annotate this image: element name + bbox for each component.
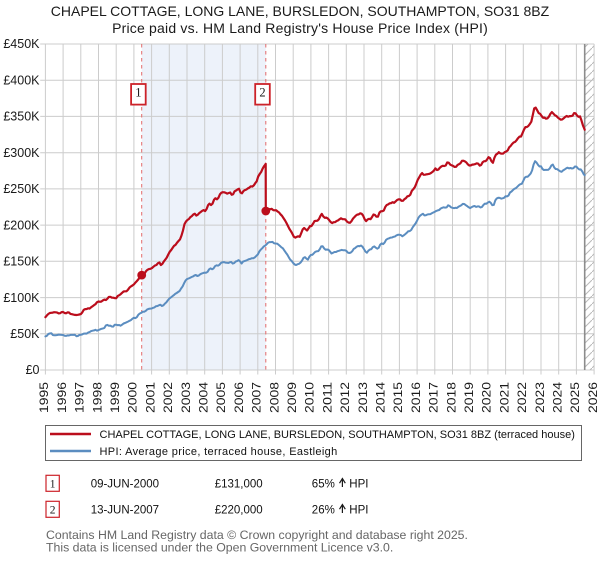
svg-text:09-JUN-2000: 09-JUN-2000 <box>91 478 159 490</box>
svg-text:1: 1 <box>135 85 141 99</box>
svg-text:1995: 1995 <box>37 382 51 413</box>
svg-text:2015: 2015 <box>391 382 405 413</box>
svg-text:£131,000: £131,000 <box>215 478 263 490</box>
svg-text:2019: 2019 <box>462 382 476 413</box>
svg-text:2009: 2009 <box>285 382 299 413</box>
svg-text:£0: £0 <box>26 363 40 377</box>
svg-text:13-JUN-2007: 13-JUN-2007 <box>91 504 159 516</box>
svg-text:HPI: Average price, terraced h: HPI: Average price, terraced house, East… <box>100 446 338 458</box>
svg-text:2024: 2024 <box>551 382 565 413</box>
svg-text:2001: 2001 <box>143 382 157 413</box>
svg-text:2018: 2018 <box>444 382 458 413</box>
svg-text:1998: 1998 <box>90 382 104 413</box>
svg-text:£400K: £400K <box>3 73 40 87</box>
svg-text:2016: 2016 <box>409 382 423 413</box>
svg-text:Contains HM Land Registry data: Contains HM Land Registry data © Crown c… <box>46 528 468 542</box>
svg-text:2022: 2022 <box>515 382 529 413</box>
svg-text:26%: 26% <box>312 504 335 516</box>
svg-text:2002: 2002 <box>161 382 175 413</box>
svg-text:2007: 2007 <box>250 382 264 413</box>
svg-text:£50K: £50K <box>10 327 40 341</box>
svg-text:This data is licensed under th: This data is licensed under the Open Gov… <box>46 540 393 554</box>
svg-text:CHAPEL COTTAGE, LONG LANE, BUR: CHAPEL COTTAGE, LONG LANE, BURSLEDON, SO… <box>100 429 575 441</box>
svg-text:£100K: £100K <box>3 291 40 305</box>
svg-text:2023: 2023 <box>533 382 547 413</box>
svg-text:£350K: £350K <box>3 110 40 124</box>
svg-text:1: 1 <box>50 479 56 491</box>
svg-text:£300K: £300K <box>3 146 40 160</box>
svg-text:£220,000: £220,000 <box>215 504 263 516</box>
svg-text:2021: 2021 <box>497 382 511 413</box>
svg-text:HPI: HPI <box>349 478 368 490</box>
svg-text:1996: 1996 <box>55 382 69 413</box>
svg-text:2012: 2012 <box>338 382 352 413</box>
svg-text:HPI: HPI <box>349 504 368 516</box>
svg-text:2003: 2003 <box>179 382 193 413</box>
svg-text:2000: 2000 <box>126 382 140 413</box>
svg-text:2013: 2013 <box>356 382 370 413</box>
svg-text:£450K: £450K <box>3 37 40 51</box>
svg-text:2005: 2005 <box>214 382 228 413</box>
svg-text:1999: 1999 <box>108 382 122 413</box>
svg-text:2026: 2026 <box>586 382 600 413</box>
svg-text:1997: 1997 <box>73 382 87 413</box>
svg-text:2004: 2004 <box>197 382 211 413</box>
svg-text:2025: 2025 <box>568 382 582 413</box>
svg-text:Price paid vs. HM Land Registr: Price paid vs. HM Land Registry's House … <box>112 20 488 36</box>
svg-text:£200K: £200K <box>3 218 40 232</box>
svg-text:2017: 2017 <box>427 382 441 413</box>
svg-text:2014: 2014 <box>374 382 388 413</box>
svg-text:2: 2 <box>50 505 56 517</box>
svg-text:CHAPEL COTTAGE, LONG LANE, BUR: CHAPEL COTTAGE, LONG LANE, BURSLEDON, SO… <box>51 3 550 19</box>
svg-text:2011: 2011 <box>320 382 334 413</box>
svg-text:65%: 65% <box>312 478 335 490</box>
svg-text:£250K: £250K <box>3 182 40 196</box>
svg-text:2: 2 <box>259 85 265 99</box>
svg-text:2010: 2010 <box>303 382 317 413</box>
svg-text:£150K: £150K <box>3 255 40 269</box>
svg-text:2006: 2006 <box>232 382 246 413</box>
svg-text:2020: 2020 <box>480 382 494 413</box>
svg-text:2008: 2008 <box>267 382 281 413</box>
